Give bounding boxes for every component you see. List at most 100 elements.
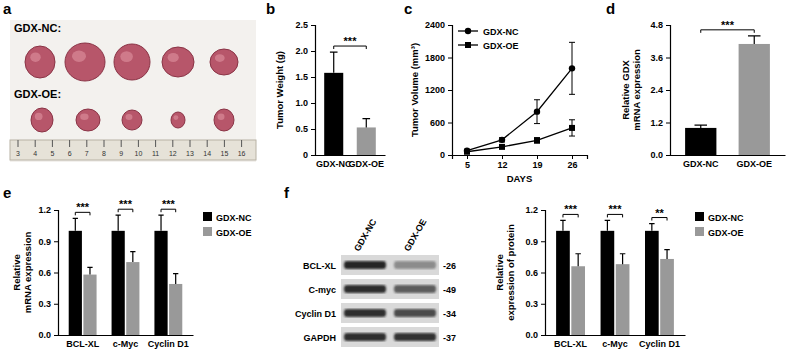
y-tick-mark <box>448 90 452 91</box>
x-tick-mark <box>572 155 573 159</box>
y-tick: 1.2 <box>525 205 545 215</box>
x-tick: c-Myc <box>113 339 139 349</box>
y-tick-mark <box>311 155 315 156</box>
significance-label: *** <box>609 203 623 215</box>
ruler-tick <box>35 140 36 147</box>
error-bar <box>748 36 761 44</box>
x-tick: c-Myc <box>602 339 628 349</box>
x-axis-title: DAYS <box>507 173 533 184</box>
x-axis-line <box>59 335 194 336</box>
error-bar <box>362 119 370 128</box>
y-tick: 0.0 <box>525 330 545 340</box>
bar-chart: 0.00.30.60.91.2BCL-XLc-MycCyclin D1Relat… <box>494 203 744 349</box>
ruler-label: 8 <box>102 150 106 157</box>
legend-label: GDX-NC <box>708 213 744 223</box>
error-bar <box>575 254 580 267</box>
y-axis: 0.00.30.60.91.2 <box>38 205 58 340</box>
x-tick: GDX-NC <box>683 159 719 169</box>
x-tick: BCL-XL <box>66 339 99 349</box>
band <box>394 261 436 269</box>
ruler-tick <box>104 140 105 147</box>
band-size: -49 <box>443 285 456 295</box>
point <box>569 65 575 71</box>
series-line <box>467 128 572 152</box>
y-tick: 0.6 <box>38 268 58 278</box>
y-tick: 1800 <box>425 53 452 63</box>
y-tick: 2.5 <box>295 20 315 30</box>
x-axis: BCL-XL c-Myc Cyclin D1 <box>546 336 686 350</box>
y-tick-label: 0.9 <box>525 237 538 247</box>
ruler-label: 5 <box>50 150 54 157</box>
y-tick-label: 2400 <box>425 20 445 30</box>
y-tick-mark <box>541 335 545 336</box>
legend-label: GDX-NC <box>483 27 519 37</box>
band-label: Cyclin D1 <box>295 309 336 319</box>
tumor-highlight <box>72 51 86 62</box>
panel-label: a <box>3 0 12 17</box>
legend-label: GDX-OE <box>708 228 744 238</box>
y-tick-label: 0 <box>440 150 445 160</box>
y-tick-label: 0.9 <box>38 237 51 247</box>
y-tick-mark <box>54 241 58 242</box>
y-tick-label: 1.5 <box>295 72 308 82</box>
significance: ********* <box>75 198 175 215</box>
x-axis-line <box>316 155 386 156</box>
plot-area <box>685 36 770 155</box>
x-tick: BCL-XL <box>554 339 587 349</box>
significance-label: *** <box>721 19 735 31</box>
tumor-highlight <box>218 113 225 120</box>
error-bar <box>534 100 540 124</box>
y-tick-mark <box>54 335 58 336</box>
bar <box>324 73 343 155</box>
plot-area <box>324 52 376 155</box>
ruler-label: 9 <box>119 150 123 157</box>
y-tick-mark <box>311 77 315 78</box>
x-tick-label: Cyclin D1 <box>639 339 680 349</box>
group-label: GDX-OE: <box>14 88 61 100</box>
y-tick-label: 0.0 <box>525 330 538 340</box>
plot-area <box>464 42 575 154</box>
band-size: -26 <box>443 261 456 271</box>
band-label: GAPDH <box>303 333 336 343</box>
significance-label: *** <box>119 198 133 210</box>
ruler-label: 14 <box>203 150 211 157</box>
bar <box>154 231 167 335</box>
y-tick-label: 1.0 <box>295 98 308 108</box>
y-tick-label: 3.6 <box>650 53 663 63</box>
bar <box>556 231 570 335</box>
blot-strip <box>341 303 439 323</box>
y-tick-label: 0.0 <box>650 150 663 160</box>
y-tick-mark <box>666 25 670 26</box>
ruler-tick <box>224 140 225 147</box>
legend: GDX-NCGDX-OE <box>203 212 252 238</box>
ruler-tick <box>86 140 87 147</box>
panel-label: b <box>266 0 275 17</box>
bar <box>660 259 674 335</box>
y-tick: 0 <box>303 150 315 160</box>
error-bar <box>130 252 135 262</box>
y-axis-line <box>54 211 59 336</box>
x-tick-label: 5 <box>465 160 470 170</box>
tumor-highlight <box>30 52 41 62</box>
x-axis-line <box>546 335 686 336</box>
x-tick-label: BCL-XL <box>66 339 99 349</box>
y-axis-title: expression of protein <box>505 224 516 321</box>
x-tick-label: 26 <box>567 160 577 170</box>
x-axis-line <box>453 156 588 160</box>
figure: abcdefGDX-NC:GDX-OE:34567891011121314151… <box>0 0 800 364</box>
x-axis: GDX-NCGDX-OE <box>671 156 786 170</box>
y-tick: 1.2 <box>650 118 670 128</box>
x-tick-label: GDX-NC <box>683 159 719 169</box>
ruler <box>10 140 256 160</box>
y-tick: 1200 <box>425 85 452 95</box>
bar-chart: 0.00.30.60.91.2BCL-XLc-MycCyclin D1Relat… <box>11 198 252 349</box>
y-tick: 0.6 <box>525 268 545 278</box>
y-tick-mark <box>666 155 670 156</box>
y-axis: 00.51.01.52.02.5 <box>295 20 315 160</box>
error-bar <box>620 254 625 264</box>
significance-label: *** <box>162 198 176 210</box>
bar <box>616 264 630 335</box>
blot-strip <box>341 255 439 275</box>
bar <box>112 231 125 335</box>
point <box>499 137 505 143</box>
